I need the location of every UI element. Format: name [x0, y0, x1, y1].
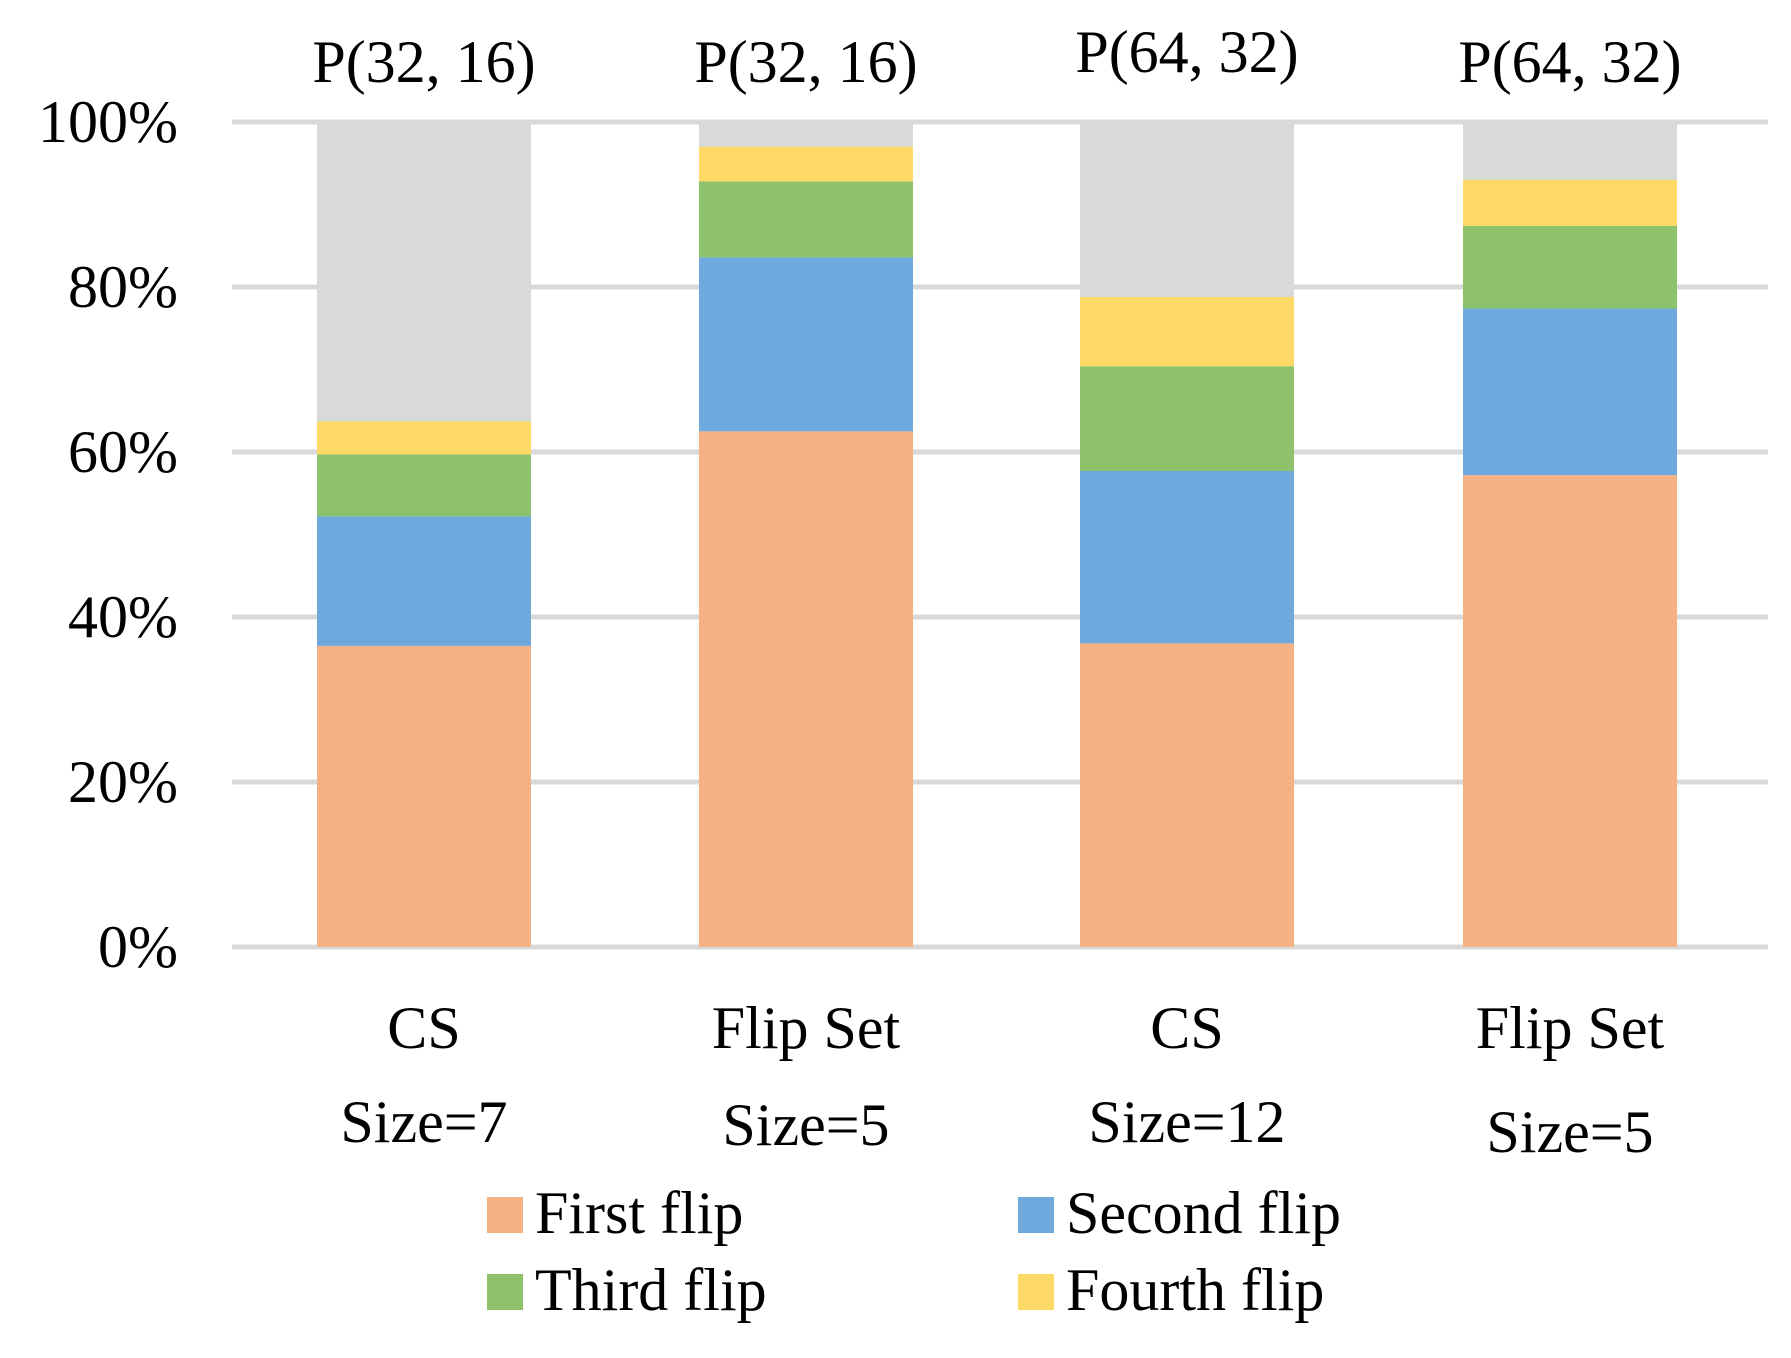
category-label-line1: Flip Set — [712, 995, 901, 1061]
bar-segment-first-flip — [1080, 643, 1294, 947]
category-labels: CS Size=7 Flip Set Size=5 CS Size=12 Flip Set S… — [340, 995, 1664, 1165]
bar-segment-remainder — [317, 122, 531, 422]
legend-label: Third flip — [535, 1257, 767, 1323]
bar-segment-fourth-flip — [317, 421, 531, 455]
y-tick-label: 80% — [68, 254, 178, 320]
legend-swatch — [487, 1274, 523, 1310]
bar-segment-third-flip — [1080, 366, 1294, 471]
category-label-line2: Size=7 — [340, 1089, 507, 1155]
legend-swatch — [1018, 1197, 1054, 1233]
legend-label: Fourth flip — [1066, 1257, 1324, 1323]
bar-segment-second-flip — [317, 516, 531, 646]
bar-segment-fourth-flip — [1463, 179, 1677, 226]
bar-segment-first-flip — [1463, 475, 1677, 947]
y-tick-label: 60% — [68, 419, 178, 485]
legend: First flip Second flip Third flip Fourth fl… — [487, 1180, 1341, 1323]
bar-top-label: P(64, 32) — [1075, 19, 1298, 85]
bar-segment-third-flip — [317, 454, 531, 517]
bar-top-label: P(64, 32) — [1458, 29, 1681, 95]
bar-segment-second-flip — [1080, 470, 1294, 644]
bar-top-label: P(32, 16) — [694, 29, 917, 95]
bar-segment-second-flip — [1463, 308, 1677, 476]
category-label-line2: Size=5 — [1486, 1099, 1653, 1165]
legend-swatch — [487, 1197, 523, 1233]
category-label-line2: Size=12 — [1088, 1089, 1285, 1155]
bar-segment-second-flip — [699, 257, 913, 432]
bar-segment-fourth-flip — [1080, 296, 1294, 367]
y-tick-label: 0% — [98, 914, 178, 980]
category-label-line1: CS — [1150, 995, 1223, 1061]
bar-segment-third-flip — [1463, 225, 1677, 309]
category-label-line1: CS — [387, 995, 460, 1061]
bar-segment-first-flip — [317, 645, 531, 947]
bar-top-labels: P(32, 16) P(32, 16) P(64, 32) P(64, 32) — [312, 19, 1681, 95]
bar-segment-first-flip — [699, 431, 913, 947]
legend-swatch — [1018, 1274, 1054, 1310]
category-label-line2: Size=5 — [722, 1092, 889, 1158]
bar-segment-remainder — [699, 122, 913, 147]
legend-label: Second flip — [1066, 1180, 1341, 1246]
bar-segment-fourth-flip — [699, 146, 913, 182]
bar-segment-remainder — [1463, 122, 1677, 180]
bar-segment-remainder — [1080, 122, 1294, 297]
y-tick-label: 100% — [38, 89, 178, 155]
y-tick-label: 40% — [68, 584, 178, 650]
legend-label: First flip — [535, 1180, 743, 1246]
bars — [317, 122, 1677, 947]
category-label-line1: Flip Set — [1476, 995, 1665, 1061]
y-tick-label: 20% — [68, 749, 178, 815]
bar-top-label: P(32, 16) — [312, 29, 535, 95]
y-axis-tick-labels: 0% 20% 40% 60% 80% 100% — [38, 89, 178, 980]
bar-segment-third-flip — [699, 181, 913, 258]
